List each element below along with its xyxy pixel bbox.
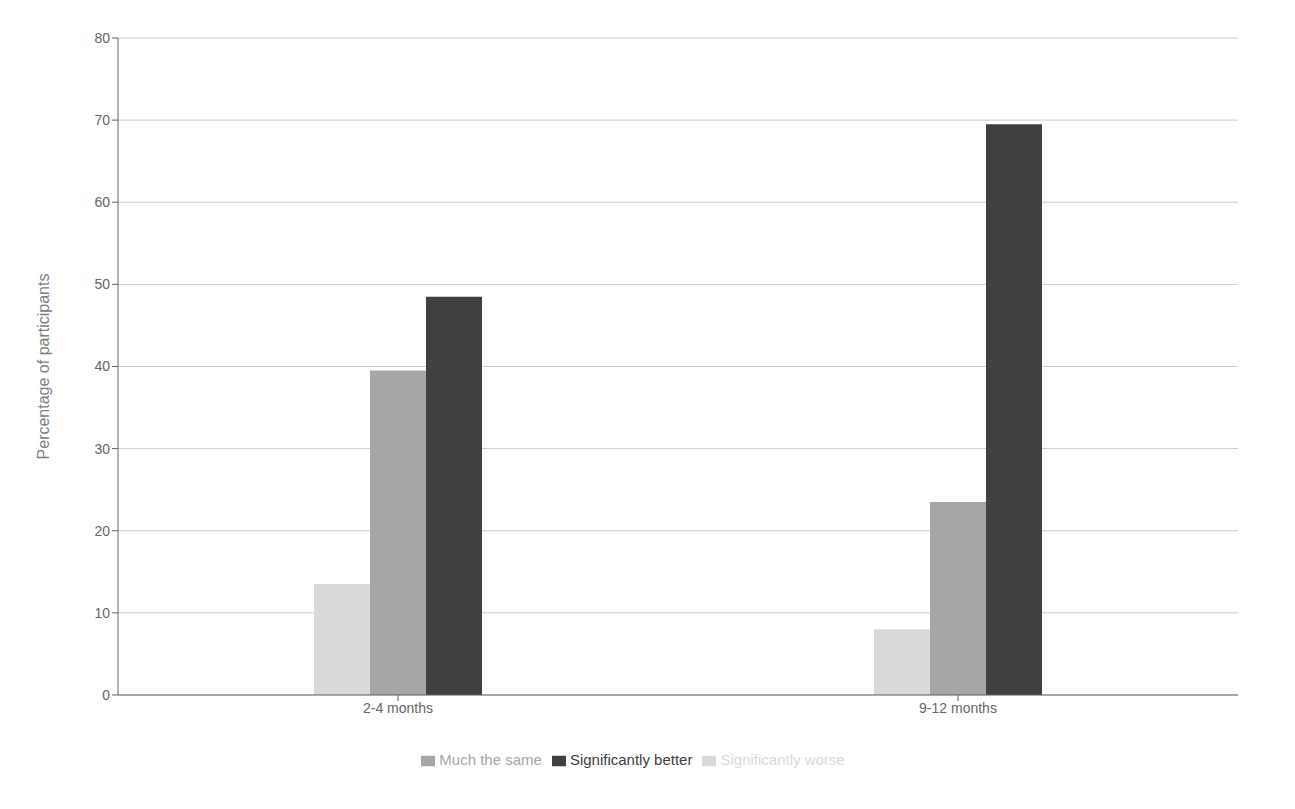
html-text:Much the same: Much the same — [439, 751, 542, 768]
svg-text:50: 50 — [94, 276, 110, 292]
html-text:Significantly worse: Significantly worse — [720, 751, 845, 768]
svg-text:0: 0 — [102, 687, 110, 703]
svg-text:10: 10 — [94, 605, 110, 621]
svg-text:20: 20 — [94, 523, 110, 539]
svg-text:80: 80 — [94, 30, 110, 46]
svg-text:70: 70 — [94, 112, 110, 128]
svg-text:30: 30 — [94, 441, 110, 457]
svg-text:40: 40 — [94, 358, 110, 374]
svg-text:Percentage of participants: Percentage of participants — [35, 274, 52, 460]
html-text:Significantly better: Significantly better — [569, 751, 693, 768]
svg-text:9-12 months: 9-12 months — [919, 700, 997, 716]
svg-text:2-4 months: 2-4 months — [363, 700, 433, 716]
svg-text:60: 60 — [94, 194, 110, 210]
